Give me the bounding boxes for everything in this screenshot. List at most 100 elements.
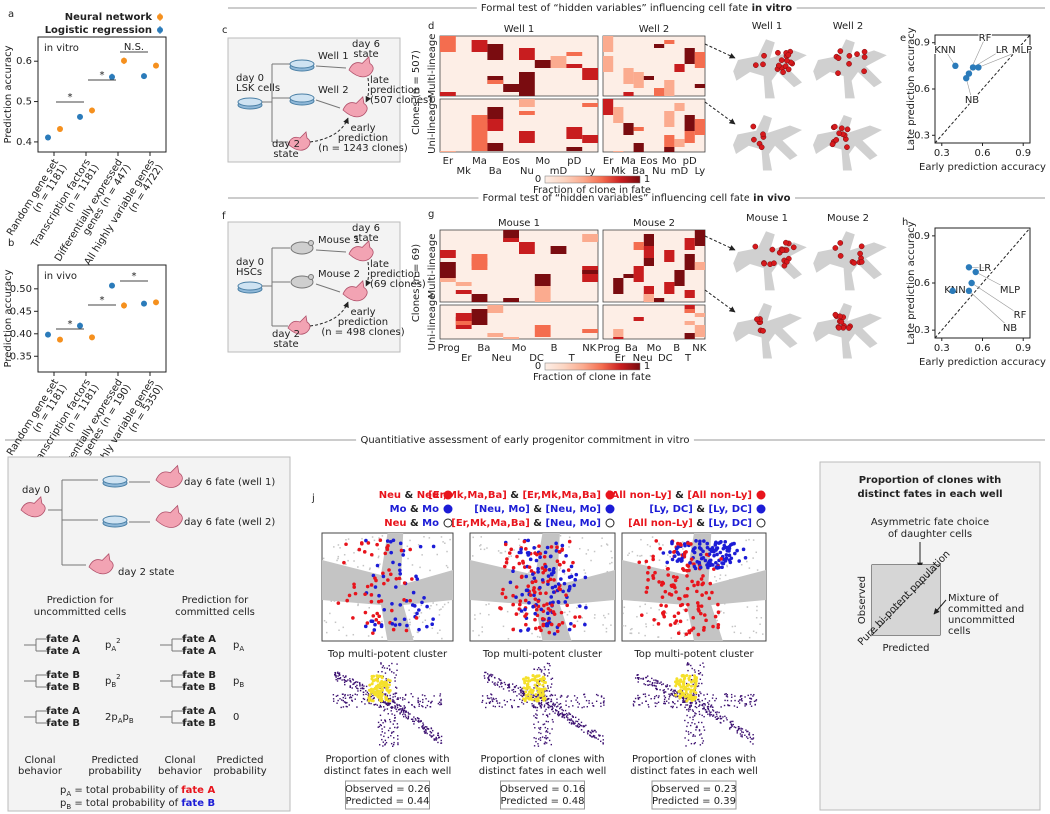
embedding-dot bbox=[692, 735, 694, 737]
point bbox=[109, 282, 115, 289]
embedding-dot bbox=[379, 624, 384, 629]
heatmap-cell bbox=[503, 84, 519, 92]
y-axis-label: Clones (n = 507) bbox=[411, 50, 422, 135]
embedding-dot bbox=[509, 547, 514, 552]
embedding-dot bbox=[516, 695, 518, 697]
cluster-dot bbox=[372, 690, 376, 694]
embedding-dot bbox=[538, 701, 540, 704]
embedding-dot bbox=[557, 623, 561, 627]
embedding-dot bbox=[546, 728, 549, 730]
heatmap-cell bbox=[684, 333, 695, 339]
embedding-dot bbox=[350, 681, 352, 683]
embedding-dot bbox=[561, 716, 564, 718]
embedding-dot bbox=[673, 692, 675, 694]
embedding-dot bbox=[404, 713, 406, 716]
embedding-dot bbox=[535, 606, 538, 609]
embedding-dot bbox=[699, 678, 702, 681]
embedding-dot bbox=[699, 691, 701, 693]
embedding-dot bbox=[432, 602, 434, 604]
embedding-dot bbox=[511, 706, 513, 709]
embedding-dot bbox=[589, 734, 591, 736]
point bbox=[952, 62, 959, 70]
embedding-dot bbox=[366, 691, 369, 693]
embedding-dot bbox=[381, 571, 385, 576]
embedding-dot bbox=[688, 733, 690, 735]
embedding-dot bbox=[440, 703, 443, 706]
embedding-dot bbox=[328, 593, 330, 595]
embedding-dot bbox=[434, 738, 437, 740]
embedding-dot bbox=[577, 706, 579, 708]
embedding-dot bbox=[687, 739, 690, 741]
embedding-dot bbox=[596, 576, 599, 579]
point-label: NB bbox=[965, 95, 979, 106]
embedding-dot bbox=[662, 683, 665, 685]
probability-formula-part: p bbox=[105, 640, 111, 651]
embedding-dot bbox=[440, 608, 442, 610]
embedding-dot bbox=[368, 607, 370, 609]
embedding-dot bbox=[551, 557, 553, 560]
cluster-title: Top multi-potent cluster bbox=[482, 649, 603, 660]
embedding-dot bbox=[394, 577, 399, 581]
embedding-dot bbox=[644, 559, 649, 564]
embedding-dot bbox=[350, 696, 353, 699]
embedding-dot bbox=[568, 721, 571, 724]
point bbox=[57, 336, 63, 343]
embedding-dot bbox=[716, 625, 720, 630]
embedding-dot bbox=[538, 694, 540, 696]
embedding-dot bbox=[522, 690, 525, 693]
embedding-dot bbox=[550, 585, 555, 590]
embedding-dot bbox=[404, 694, 407, 696]
embedding-dot bbox=[546, 703, 549, 705]
cluster-dot bbox=[380, 687, 384, 691]
embedding-dot bbox=[541, 704, 543, 706]
embedding-dot bbox=[837, 253, 844, 259]
embedding-shape bbox=[733, 115, 802, 171]
diagram-text: day 2 state bbox=[118, 567, 174, 578]
embedding-dot bbox=[686, 714, 688, 717]
embedding-dot bbox=[548, 577, 553, 582]
embedding-dot bbox=[644, 634, 646, 637]
embedding-dot bbox=[542, 555, 547, 559]
embedding-dot bbox=[592, 734, 595, 737]
embedding-dot bbox=[439, 703, 441, 706]
embedding-dot bbox=[387, 568, 391, 572]
embedding-dot bbox=[708, 581, 713, 586]
embedding-dot bbox=[397, 742, 399, 744]
probability-formula-part: p bbox=[233, 676, 239, 687]
cluster-dot bbox=[680, 685, 684, 689]
embedding-dot bbox=[511, 705, 513, 707]
embedding-dot bbox=[581, 725, 583, 727]
embedding-dot bbox=[693, 604, 696, 607]
embedding-dot bbox=[539, 728, 541, 731]
embedding-dot bbox=[861, 48, 868, 55]
embedding-dot bbox=[472, 555, 474, 557]
embedding-dot bbox=[344, 697, 347, 700]
embedding-dot bbox=[507, 637, 510, 640]
embedding-dot bbox=[694, 735, 696, 737]
embedding-dot bbox=[535, 696, 538, 698]
cluster-dot bbox=[678, 683, 682, 687]
embedding-dot bbox=[512, 688, 515, 691]
embedding-dot bbox=[394, 677, 396, 679]
embedding-dot bbox=[531, 703, 533, 705]
embedding-dot bbox=[504, 550, 507, 553]
embedding-dot bbox=[655, 680, 658, 682]
embedding-dot bbox=[712, 567, 716, 571]
embedding-dot bbox=[566, 614, 569, 616]
fate-label: Er bbox=[461, 353, 472, 364]
embedding-dot bbox=[363, 592, 367, 597]
embedding-dot bbox=[341, 693, 344, 695]
embedding-dot bbox=[410, 577, 414, 581]
embedding-dot bbox=[550, 693, 552, 696]
embedding-dot bbox=[682, 608, 685, 611]
embedding-dot bbox=[700, 733, 702, 735]
embedding-dot bbox=[430, 727, 433, 730]
embedding-dot bbox=[565, 626, 567, 629]
embedding-dot bbox=[393, 714, 396, 716]
embedding-dot bbox=[500, 681, 502, 684]
cluster-dot bbox=[681, 673, 685, 677]
leader-line bbox=[971, 282, 1021, 316]
embedding-dot bbox=[572, 589, 575, 592]
embedding-dot bbox=[724, 574, 727, 577]
embedding-dot bbox=[746, 560, 748, 563]
